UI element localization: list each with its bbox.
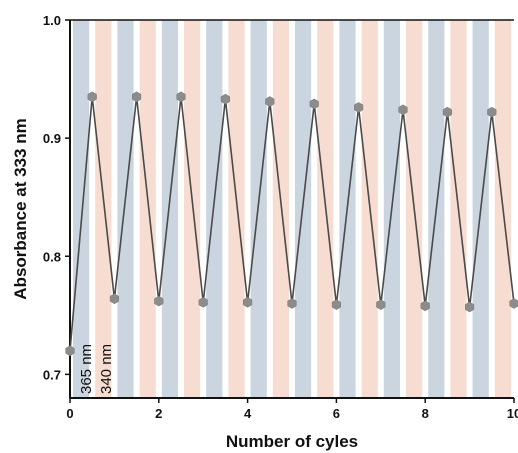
data-point: [398, 104, 408, 116]
wavelength-bands: [73, 20, 511, 398]
y-axis-title: Absorbance at 333 nm: [11, 118, 30, 299]
band-uv: [73, 20, 90, 398]
data-point: [442, 106, 452, 118]
data-point: [243, 297, 253, 308]
band-label-uv: 365 nm: [78, 344, 95, 394]
band-labels: 365 nm 340 nm: [78, 344, 115, 394]
data-series: [65, 91, 518, 357]
band-uv: [117, 20, 134, 398]
data-point: [132, 91, 142, 103]
data-point: [376, 299, 386, 310]
band-vis: [184, 20, 201, 398]
x-tick-label: 8: [422, 406, 429, 421]
y-tick-label: 0.9: [43, 131, 61, 146]
data-point: [309, 98, 319, 110]
x-axis-title: Number of cyles: [226, 432, 358, 451]
x-tick-label: 6: [333, 406, 340, 421]
axis-ticks: 0 2 4 6 8 10 0.7 0.8 0.9 1.0: [43, 13, 518, 421]
band-vis: [139, 20, 156, 398]
data-point: [465, 301, 475, 313]
band-label-vis: 340 nm: [98, 344, 115, 394]
data-point: [331, 299, 341, 310]
data-point: [420, 300, 430, 312]
band-vis: [228, 20, 245, 398]
x-tick-label: 0: [66, 406, 73, 421]
series-line: [69, 96, 515, 351]
data-point: [176, 91, 186, 103]
data-point: [198, 297, 208, 308]
x-tick-label: 10: [507, 406, 518, 421]
data-point: [154, 295, 164, 307]
data-point: [487, 106, 497, 118]
y-tick-label: 0.8: [43, 249, 61, 264]
data-point: [265, 96, 275, 107]
data-point: [87, 91, 97, 103]
plot-axes: [69, 19, 514, 399]
data-point: [109, 293, 119, 305]
y-tick-label: 1.0: [43, 13, 61, 28]
data-point: [354, 102, 364, 113]
data-point: [509, 298, 518, 309]
data-point: [287, 298, 297, 309]
data-point: [220, 93, 230, 105]
band-vis: [95, 20, 112, 398]
x-tick-label: 2: [155, 406, 162, 421]
band-uv: [161, 20, 178, 398]
band-uv: [206, 20, 223, 398]
y-tick-label: 0.7: [43, 367, 61, 382]
x-tick-label: 4: [244, 406, 252, 421]
data-point: [65, 345, 75, 357]
